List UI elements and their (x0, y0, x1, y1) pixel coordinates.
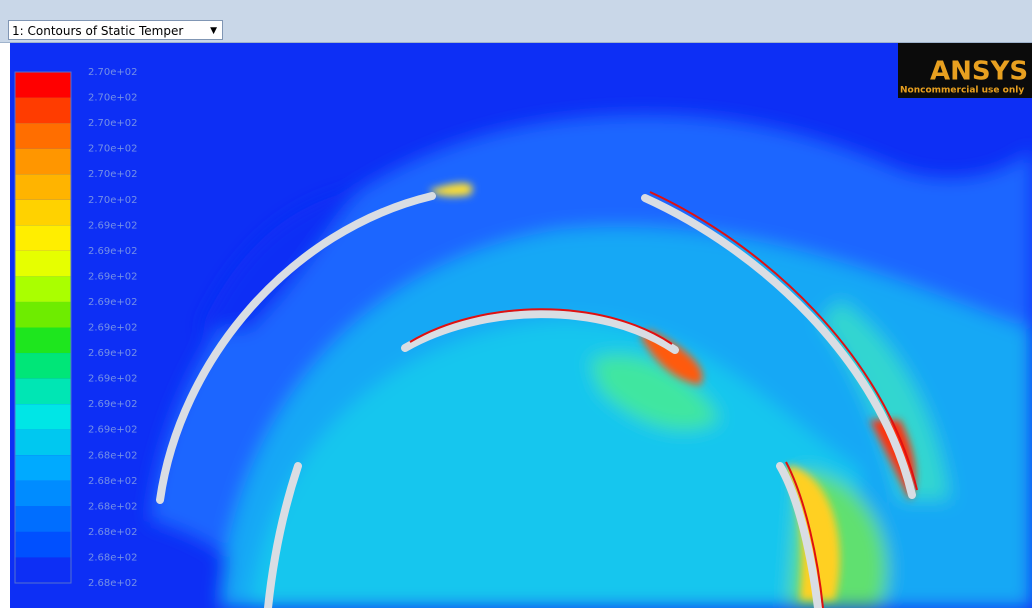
legend-swatch (15, 404, 71, 430)
legend-label: 2.70e+02 (88, 195, 138, 206)
legend-label: 2.69e+02 (88, 323, 138, 334)
legend-swatch (15, 379, 71, 405)
legend-label: 2.70e+02 (88, 67, 138, 78)
dropdown-label: 1: Contours of Static Temper (12, 24, 183, 38)
legend-swatch (15, 353, 71, 379)
legend-label: 2.70e+02 (88, 118, 138, 129)
legend-label: 2.68e+02 (88, 501, 138, 512)
legend-swatch (15, 302, 71, 328)
contour-view: ANSYS Noncommercial use only 2.70e+02 2.7… (0, 0, 1032, 608)
toolbar: 1: Contours of Static Temper ▼ (0, 0, 1032, 43)
legend-swatch (15, 98, 71, 124)
legend-label: 2.69e+02 (88, 348, 138, 359)
legend-swatch (15, 455, 71, 481)
legend-swatch (15, 72, 71, 98)
legend-label: 2.68e+02 (88, 450, 138, 461)
legend-label: 2.70e+02 (88, 93, 138, 104)
legend-label: 2.69e+02 (88, 246, 138, 257)
legend-label: 2.68e+02 (88, 527, 138, 538)
legend-label: 2.68e+02 (88, 578, 138, 589)
screen: ANSYS Noncommercial use only 2.70e+02 2.7… (0, 0, 1032, 608)
legend-swatch (15, 251, 71, 277)
legend-swatch (15, 149, 71, 175)
legend-swatch (15, 430, 71, 456)
legend-swatch (15, 123, 71, 149)
legend-label: 2.69e+02 (88, 297, 138, 308)
legend-swatch (15, 481, 71, 507)
legend-swatch (15, 506, 71, 532)
logo-note: Noncommercial use only (900, 86, 1024, 96)
legend-label: 2.70e+02 (88, 169, 138, 180)
legend-label: 2.70e+02 (88, 144, 138, 155)
legend-swatch (15, 276, 71, 302)
legend-label: 2.68e+02 (88, 552, 138, 563)
legend-label: 2.69e+02 (88, 399, 138, 410)
dropdown-arrow: ▼ (210, 21, 217, 40)
legend-label: 2.69e+02 (88, 425, 138, 436)
legend-label: 2.68e+02 (88, 476, 138, 487)
legend-swatch (15, 174, 71, 200)
legend-swatch (15, 557, 71, 583)
logo-brand: ANSYS (930, 57, 1028, 87)
legend-swatch (15, 225, 71, 251)
legend-swatch (15, 328, 71, 354)
legend-label: 2.69e+02 (88, 374, 138, 385)
legend-label: 2.69e+02 (88, 271, 138, 282)
legend-swatch (15, 532, 71, 558)
view-dropdown[interactable]: 1: Contours of Static Temper ▼ (8, 20, 223, 40)
legend-swatch (15, 200, 71, 226)
legend-label: 2.69e+02 (88, 220, 138, 231)
